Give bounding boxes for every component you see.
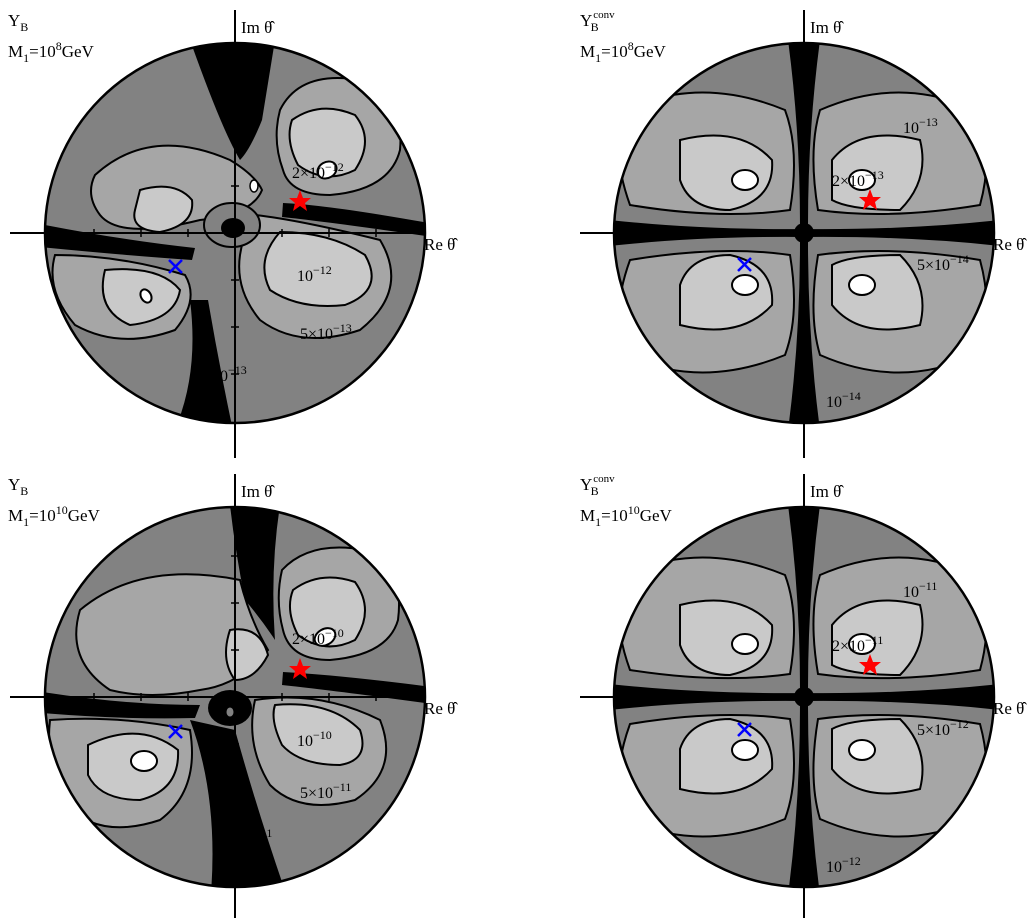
axis-ticks bbox=[662, 91, 946, 375]
panel-top-left: Im θ̂ Re θ̂ YB M1=108GeV 2×10−12 10−12 5… bbox=[8, 10, 458, 458]
star-marker bbox=[859, 189, 881, 210]
contour-label: 2×10−11 bbox=[832, 633, 883, 655]
contour-label: 10−11 bbox=[903, 579, 937, 601]
variable-label: Yconv B bbox=[580, 473, 615, 498]
lighter-lobe-upper-left bbox=[133, 185, 194, 234]
small-spot bbox=[225, 706, 235, 718]
central-dark-spot bbox=[221, 218, 245, 238]
variable-label: YB bbox=[8, 475, 28, 498]
panel-top-right: Im θ̂ Re θ̂ Yconv B M1=108GeV 10−13 2×10−… bbox=[580, 9, 1027, 458]
quadrant-lower-left bbox=[617, 714, 795, 838]
lighter-lobe-upper-right bbox=[288, 576, 366, 648]
white-spot-upper-right bbox=[313, 627, 337, 647]
quadrant-upper-left bbox=[617, 91, 795, 215]
contour-label: 5×10−11 bbox=[300, 780, 351, 802]
im-axis-label: Im θ̂ bbox=[241, 482, 275, 501]
mass-label: M1=108GeV bbox=[8, 39, 95, 65]
cross-marker bbox=[737, 257, 752, 272]
lighter-lobe-lower-right bbox=[272, 703, 364, 767]
dark-band-left bbox=[45, 222, 195, 260]
contour-label: 10−11 bbox=[238, 826, 272, 848]
dark-band-top bbox=[230, 507, 280, 640]
star-marker bbox=[289, 658, 311, 679]
panel-bottom-left: Im θ̂ Re θ̂ YB M1=1010GeV 2×10−10 10−10 … bbox=[8, 474, 458, 918]
white-spot-lower-left bbox=[130, 750, 158, 772]
im-axis-label: Im θ̂ bbox=[810, 18, 844, 37]
re-axis-label: Re θ̂ bbox=[424, 235, 458, 254]
axis-ticks bbox=[93, 91, 377, 375]
contour-label: 2×10−10 bbox=[292, 626, 344, 648]
star-marker bbox=[859, 654, 881, 675]
cross-marker bbox=[737, 722, 752, 737]
re-axis-label: Re θ̂ bbox=[424, 699, 458, 718]
lighter-lobe-lower-right bbox=[263, 230, 373, 307]
contour-label: 10−12 bbox=[297, 263, 332, 285]
contour-label: 5×10−14 bbox=[917, 252, 969, 274]
lighter-lobe-center bbox=[225, 628, 270, 682]
contour-label: 5×10−13 bbox=[300, 321, 352, 343]
dark-band-right bbox=[282, 203, 425, 238]
re-axis-label: Re θ̂ bbox=[993, 235, 1027, 254]
contour-label: 2×10−12 bbox=[292, 160, 344, 182]
contour-label: 10−13 bbox=[212, 363, 247, 385]
small-white-spot bbox=[249, 179, 259, 193]
cross-marker bbox=[168, 724, 183, 739]
panel-bottom-right: Im θ̂ Re θ̂ Yconv B M1=1010GeV 10−11 2×10… bbox=[580, 473, 1027, 918]
variable-label: YB bbox=[8, 11, 28, 34]
mass-label: M1=1010GeV bbox=[8, 503, 101, 529]
mass-label: M1=1010GeV bbox=[580, 503, 673, 529]
lighter-lobe-upper-right bbox=[288, 107, 366, 178]
cross-marker bbox=[168, 259, 183, 274]
white-spot-upper-right bbox=[316, 160, 338, 180]
dark-band-top bbox=[190, 43, 275, 160]
quadrant-lower-right bbox=[812, 250, 988, 374]
star-marker bbox=[289, 190, 311, 211]
quadrant-lower-right bbox=[812, 714, 988, 838]
contour-label: 5×10−12 bbox=[917, 717, 969, 739]
axis-ticks bbox=[662, 555, 946, 839]
quadrant-upper-right bbox=[812, 556, 988, 680]
axis-ticks bbox=[93, 555, 377, 839]
contour-label: 10−13 bbox=[903, 115, 938, 137]
re-axis-label: Re θ̂ bbox=[993, 699, 1027, 718]
quadrant-lower-left bbox=[617, 250, 795, 374]
mass-label: M1=108GeV bbox=[580, 39, 667, 65]
quadrant-upper-left bbox=[617, 556, 795, 680]
im-axis-label: Im θ̂ bbox=[241, 18, 275, 37]
white-spot-lower-left bbox=[139, 288, 153, 304]
contour-label: 10−10 bbox=[297, 728, 332, 750]
dark-band-bottom bbox=[190, 720, 290, 887]
dark-band-bottom bbox=[170, 300, 235, 423]
im-axis-label: Im θ̂ bbox=[810, 482, 844, 501]
contour-label: 2×10−13 bbox=[832, 168, 884, 190]
contour-label: 10−14 bbox=[826, 389, 861, 411]
variable-label: Yconv B bbox=[580, 9, 615, 34]
quadrant-upper-right bbox=[812, 91, 988, 215]
contour-label: 10−12 bbox=[826, 854, 861, 876]
contour-field bbox=[614, 507, 994, 887]
